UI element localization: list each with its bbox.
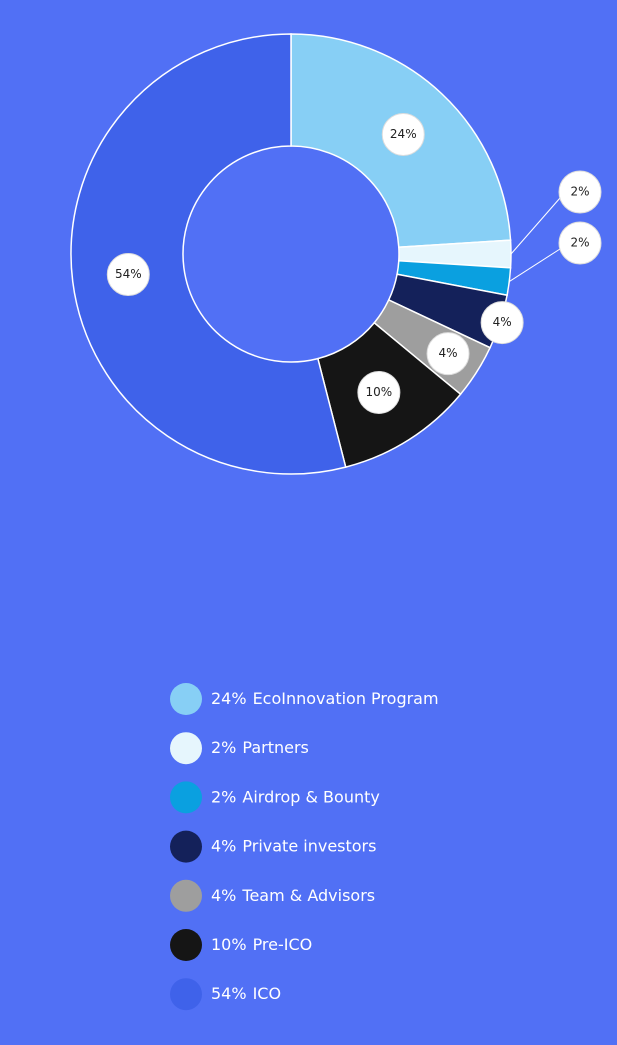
legend-name: Pre-ICO bbox=[253, 935, 313, 954]
leader-line bbox=[508, 248, 561, 282]
legend-percent: 2% bbox=[211, 787, 236, 806]
legend-swatch bbox=[170, 830, 202, 863]
legend-percent: 10% bbox=[211, 935, 247, 954]
data-label: 10% bbox=[366, 385, 393, 399]
label-bubble bbox=[558, 221, 602, 265]
legend-name: Private investors bbox=[242, 836, 376, 855]
label-bubble bbox=[558, 170, 602, 214]
data-label: 2% bbox=[570, 236, 589, 250]
legend-name: EcoInnovation Program bbox=[253, 689, 439, 708]
legend-swatch bbox=[170, 781, 202, 814]
legend-name: Airdrop & Bounty bbox=[242, 787, 379, 806]
legend-entry: 10% Pre-ICO bbox=[211, 935, 312, 954]
legend-swatch bbox=[170, 683, 202, 715]
data-label: 4% bbox=[439, 346, 458, 360]
label-bubble bbox=[426, 332, 470, 376]
legend-entry: 2% Airdrop & Bounty bbox=[211, 787, 380, 806]
donut-slice bbox=[70, 33, 347, 475]
legend-entry: 54% ICO bbox=[211, 984, 281, 1003]
legend-name: Team & Advisors bbox=[241, 885, 375, 904]
legend-name: ICO bbox=[253, 984, 281, 1003]
legend-entry: 2% Partners bbox=[211, 738, 309, 757]
label-bubble bbox=[106, 253, 150, 297]
data-label: 4% bbox=[493, 315, 512, 329]
legend-percent: 2% bbox=[211, 738, 236, 757]
leader-line bbox=[510, 197, 561, 255]
legend-percent: 54% bbox=[211, 984, 247, 1003]
legend-swatch bbox=[170, 929, 202, 961]
legend-swatch bbox=[170, 879, 202, 912]
legend-entry: 4% Private investors bbox=[211, 836, 376, 855]
legend-swatch bbox=[170, 978, 202, 1011]
data-label: 24% bbox=[390, 127, 417, 141]
label-bubble bbox=[357, 370, 401, 414]
legend-entry: 24% EcoInnovation Program bbox=[211, 689, 439, 708]
legend-swatch bbox=[170, 732, 202, 765]
data-label: 2% bbox=[570, 185, 589, 199]
legend-entry: 4% Team & Advisors bbox=[211, 885, 375, 904]
legend-percent: 4% bbox=[211, 836, 236, 855]
legend-percent: 4% bbox=[211, 885, 236, 904]
label-bubble bbox=[480, 301, 524, 345]
data-label: 54% bbox=[115, 267, 142, 281]
legend-percent: 24% bbox=[211, 689, 247, 708]
label-bubble bbox=[381, 112, 425, 156]
legend-name: Partners bbox=[242, 738, 308, 757]
